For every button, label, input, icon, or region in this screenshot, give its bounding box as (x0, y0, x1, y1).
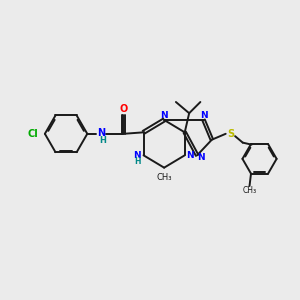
Text: H: H (99, 136, 106, 145)
Text: CH₃: CH₃ (156, 173, 172, 182)
Text: N: N (133, 152, 141, 160)
Text: N: N (186, 151, 194, 160)
Text: N: N (98, 128, 106, 138)
Text: CH₃: CH₃ (242, 186, 256, 195)
Text: N: N (197, 153, 205, 162)
Text: N: N (200, 111, 208, 120)
Text: H: H (134, 157, 140, 166)
Text: N: N (160, 111, 167, 120)
Text: O: O (119, 104, 128, 114)
Text: S: S (227, 129, 235, 139)
Text: Cl: Cl (28, 129, 38, 139)
